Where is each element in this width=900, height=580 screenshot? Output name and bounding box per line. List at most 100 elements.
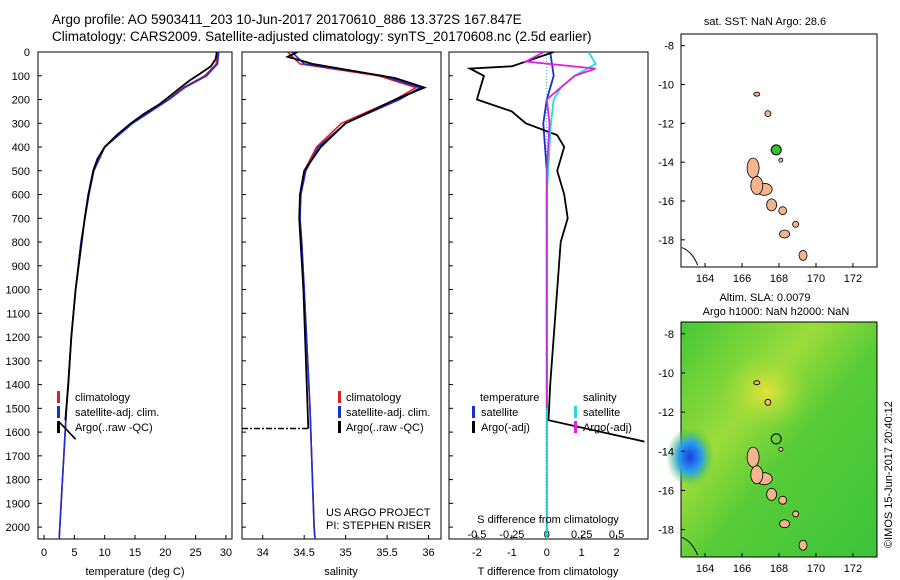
island-shape: [778, 206, 788, 216]
coastline-new-caledonia: [681, 247, 699, 266]
island-shape: [798, 249, 808, 261]
temperature-axis-label: temperature (deg C): [85, 566, 184, 578]
island-shape: [778, 446, 784, 452]
depth-tick-label: 1000: [6, 285, 30, 297]
island-shape: [778, 495, 788, 505]
lat-tick-label: -10: [658, 79, 674, 91]
island-shape: [778, 157, 784, 163]
sla-low-anomaly: [666, 427, 714, 487]
series-line-argo-spike: [59, 422, 77, 440]
x-tick-label: 0: [544, 547, 550, 559]
salinity-axis-label: salinity: [324, 566, 358, 578]
temperature-legend: climatology satellite-adj. clim. Argo(..…: [57, 391, 159, 434]
temperature-plot-frame: [37, 51, 233, 540]
depth-tick-label: 100: [12, 71, 30, 83]
depth-tick-label: 300: [12, 118, 30, 130]
series-line-argo-raw-qc-: [64, 52, 218, 421]
difference-legend: temperature salinity satellite Argo(-adj…: [472, 392, 632, 434]
sla-map-title-1: Altim. SLA: 0.0079: [719, 292, 810, 304]
depth-tick-label: 1300: [6, 356, 30, 368]
legend-sal-satellite-diff-label: satellite: [583, 407, 620, 419]
island-shape: [792, 510, 800, 518]
series-line-climatology: [58, 52, 219, 539]
imos-timestamp: ©IMOS 15-Jun-2017 20:40:12: [883, 401, 895, 548]
series-line-satellite-adj-clim-: [291, 52, 423, 539]
lon-tick-label: 172: [844, 273, 862, 285]
salinity-legend: climatology satellite-adj. clim. Argo(..…: [326, 391, 431, 532]
lat-tick-label: -16: [658, 196, 674, 208]
island-shape: [750, 176, 764, 195]
x-tick-label: 36: [422, 547, 434, 559]
lon-tick-label: 164: [696, 563, 714, 575]
lat-tick-label: -12: [658, 407, 674, 419]
lat-tick-label: -12: [658, 118, 674, 130]
lon-tick-label: 172: [844, 563, 862, 575]
difference-plot-frame: [448, 51, 649, 540]
x-tick-label: 25: [190, 547, 202, 559]
x-tick-label: 5: [71, 547, 77, 559]
depth-tick-label: 200: [12, 95, 30, 107]
island-shape: [766, 198, 778, 212]
series-line-temperature-satellite: [542, 52, 555, 539]
lat-tick-label: -16: [658, 485, 674, 497]
lon-tick-label: 166: [733, 273, 751, 285]
lat-tick-label: -18: [658, 525, 674, 537]
salinity-plot-frame: [241, 51, 442, 540]
lat-tick-label: -10: [658, 368, 674, 380]
depth-tick-label: 1200: [6, 332, 30, 344]
depth-tick-label: 500: [12, 166, 30, 178]
legend-temp-satellite-swatch: [472, 406, 475, 418]
depth-tick-label: 0: [24, 47, 30, 59]
lon-tick-label: 168: [770, 273, 788, 285]
island-shape: [746, 446, 760, 468]
x2-tick-label: 0.25: [571, 529, 592, 541]
legend-sal-satellite-swatch: [338, 406, 341, 418]
legend-sal-argo-swatch: [338, 421, 341, 433]
x-tick-label: 15: [129, 547, 141, 559]
legend-sal-title: salinity: [583, 392, 617, 404]
series-line-salinity-satellite: [545, 52, 597, 539]
island-shape: [766, 487, 778, 501]
island-shape: [792, 220, 800, 228]
depth-tick-label: 400: [12, 142, 30, 154]
legend-sal-satellite-label: satellite-adj. clim.: [346, 407, 430, 419]
lat-tick-label: -8: [664, 41, 674, 53]
legend-climatology-label: climatology: [75, 392, 131, 404]
series-line-satellite-adj-clim-: [58, 52, 220, 539]
series-line-climatology: [287, 52, 419, 539]
x-tick-label: 34.5: [293, 547, 314, 559]
legend-sal-satellite-diff-swatch: [574, 406, 577, 418]
island-shape: [746, 157, 760, 179]
x-tick-label: 30: [220, 547, 232, 559]
legend-argo-swatch: [57, 421, 60, 433]
legend-sal-argo-label: Argo(..raw -QC): [346, 422, 424, 434]
legend-climatology-swatch: [57, 391, 60, 403]
depth-tick-label: 800: [12, 237, 30, 249]
legend-temp-argo-label: Argo(-adj): [481, 422, 530, 434]
island-shape: [764, 110, 772, 118]
depth-tick-label: 1400: [6, 380, 30, 392]
x-tick-label: 35.5: [376, 547, 397, 559]
credit-pi: PI: STEPHEN RISER: [326, 520, 431, 532]
legend-sal-argo-diff-swatch: [574, 421, 577, 433]
depth-tick-label: 1500: [6, 403, 30, 415]
x2-tick-label: 0.5: [609, 529, 624, 541]
x-tick-label: 1: [579, 547, 585, 559]
island-shape: [764, 398, 772, 406]
depth-tick-label: 700: [12, 213, 30, 225]
legend-sal-argo-diff-label: Argo(-adj): [583, 422, 632, 434]
lon-tick-label: 164: [696, 273, 714, 285]
island-shape: [798, 539, 808, 551]
depth-tick-label: 1100: [6, 308, 30, 320]
depth-tick-label: 1700: [6, 451, 30, 463]
depth-tick-label: 1900: [6, 498, 30, 510]
island-shape: [753, 91, 761, 97]
island-shape: [779, 519, 790, 529]
header-line-2: Climatology: CARS2009. Satellite-adjuste…: [52, 29, 592, 44]
x-tick-label: 10: [99, 547, 111, 559]
island-shape: [750, 465, 764, 485]
sla-map-title-2: Argo h1000: NaN h2000: NaN: [703, 306, 850, 318]
lat-tick-label: -8: [664, 329, 674, 341]
x2-tick-label: -0.5: [467, 529, 486, 541]
